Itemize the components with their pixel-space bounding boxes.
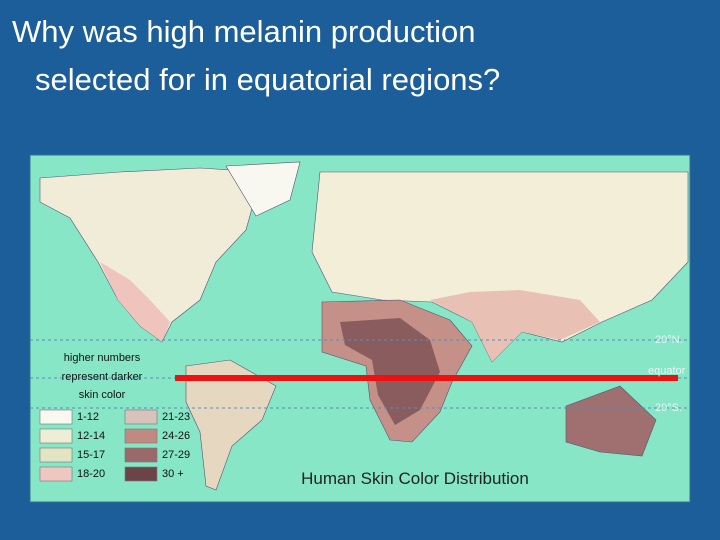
- legend-label: 12-14: [77, 430, 105, 442]
- legend-label: 27-29: [162, 449, 190, 461]
- legend-label: 15-17: [77, 449, 105, 461]
- legend-swatch: [39, 447, 73, 463]
- map-caption: Human Skin Color Distribution: [301, 469, 529, 488]
- title-line: selected for in equatorial regions?: [35, 62, 500, 97]
- map: 20°N. equator 20°S. higher numbers repre…: [29, 154, 691, 503]
- title-line: Why was high melanin production: [12, 14, 476, 49]
- greenland: [225, 161, 301, 217]
- legend-note: skin color: [79, 389, 126, 401]
- legend-label: 24-26: [162, 430, 190, 442]
- legend-swatch: [124, 428, 158, 444]
- region: [340, 318, 440, 425]
- legend-swatch: [39, 466, 73, 482]
- legend-swatch: [124, 409, 158, 425]
- legend-note: represent darker: [62, 371, 143, 383]
- legend-note: higher numbers: [64, 352, 141, 364]
- legend-label: 18-20: [77, 468, 105, 480]
- legend-label: 30 +: [162, 468, 184, 480]
- south-america: [185, 359, 277, 491]
- legend-label: 21-23: [162, 411, 190, 423]
- legend-swatch: [39, 409, 73, 425]
- region: [100, 262, 170, 342]
- australia: [565, 385, 657, 457]
- region: [430, 290, 600, 362]
- north-america: [39, 167, 263, 343]
- latitude-label: 20°N.: [655, 334, 683, 346]
- latitude-label: 20°S.: [655, 402, 682, 414]
- legend: 1-12 12-14 15-17 18-20 21-23 24-26 27-29 30 +: [39, 409, 190, 482]
- legend-swatch: [124, 447, 158, 463]
- legend-label: 1-12: [77, 411, 99, 423]
- legend-swatch: [39, 428, 73, 444]
- legend-swatch: [124, 466, 158, 482]
- latitude-label: equator: [648, 365, 686, 377]
